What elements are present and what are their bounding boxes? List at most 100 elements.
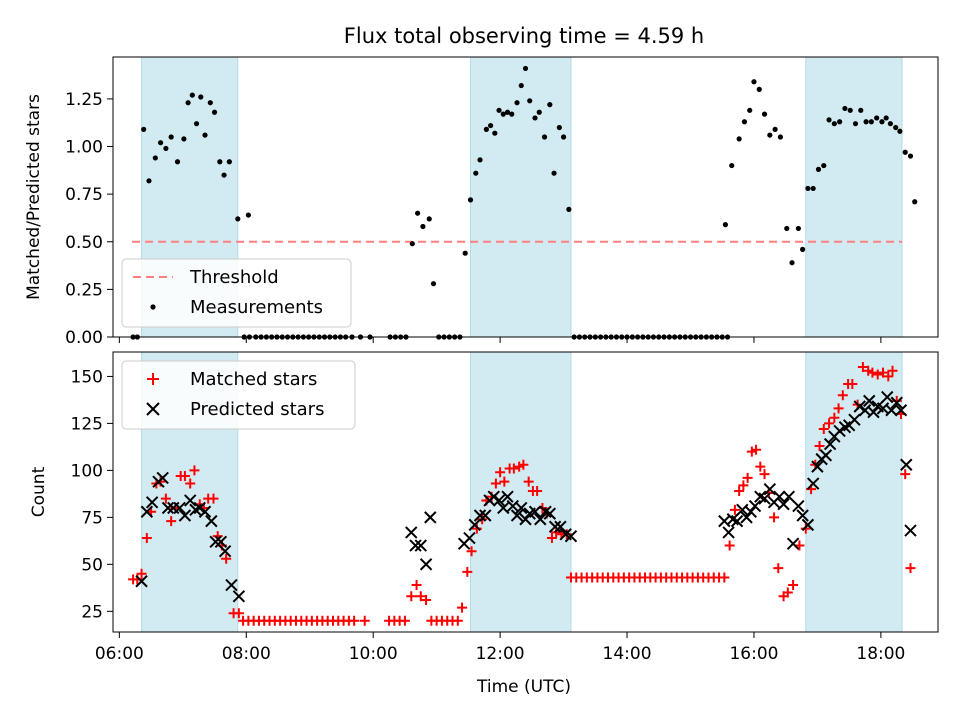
measurement-point xyxy=(810,185,816,192)
predicted-point xyxy=(777,498,790,511)
matched-point xyxy=(179,471,190,482)
measurement-point xyxy=(722,222,729,228)
matched-point xyxy=(499,476,510,487)
matched-point xyxy=(421,595,432,606)
matched-point xyxy=(847,378,858,389)
measurement-point xyxy=(146,178,152,184)
predicted-point xyxy=(801,518,815,532)
predicted-point xyxy=(145,496,159,509)
measurement-point xyxy=(492,130,498,136)
predicted-point xyxy=(796,509,809,522)
predicted-point xyxy=(515,501,528,515)
matched-point xyxy=(719,572,730,583)
measurement-point xyxy=(837,119,843,125)
measurement-point xyxy=(556,124,562,131)
measurement-point xyxy=(141,126,147,132)
predicted-point xyxy=(135,575,148,588)
matched-point xyxy=(872,369,883,380)
measurement-point xyxy=(504,109,511,115)
measurement-point xyxy=(868,119,874,125)
predicted-point xyxy=(763,482,777,496)
measurement-point xyxy=(174,159,181,165)
matched-point xyxy=(833,403,844,414)
predicted-point xyxy=(819,449,833,462)
x-axis-label: Time (UTC) xyxy=(476,677,571,697)
matched-point xyxy=(208,493,219,504)
measurement-point xyxy=(189,92,195,98)
predicted-point xyxy=(786,537,800,550)
predicted-point xyxy=(782,490,796,503)
predicted-point xyxy=(534,513,547,526)
measurement-point xyxy=(409,241,415,247)
matched-stars-series xyxy=(128,362,916,626)
measurement-point xyxy=(473,170,479,176)
matched-point xyxy=(788,580,799,591)
matched-point xyxy=(829,412,840,423)
predicted-point xyxy=(214,535,228,549)
predicted-point xyxy=(885,404,898,417)
matched-point xyxy=(837,390,848,401)
predicted-point xyxy=(773,490,786,503)
measurement-point xyxy=(551,170,557,176)
matched-point xyxy=(773,563,784,574)
top-panel: 0.00 0.25 0.50 0.75 1.00 1.25 Matched/Predict… xyxy=(24,56,939,348)
predicted-point xyxy=(225,578,238,592)
x-tick-label: 14:00 xyxy=(603,644,652,664)
matched-point xyxy=(883,371,894,382)
x-tick-label: 06:00 xyxy=(95,644,144,664)
measurement-point xyxy=(198,94,204,100)
shaded-interval-3 xyxy=(805,56,903,338)
predicted-point xyxy=(184,494,197,507)
matched-point xyxy=(233,608,244,619)
measurement-point xyxy=(483,126,489,132)
measurement-point xyxy=(756,86,762,92)
measurement-point xyxy=(831,121,837,127)
predicted-point xyxy=(904,524,917,537)
matched-point xyxy=(800,523,811,534)
predicted-point xyxy=(492,494,506,507)
matched-point xyxy=(185,478,196,489)
predicted-point xyxy=(468,518,481,532)
predicted-point xyxy=(173,501,186,515)
matched-point xyxy=(742,472,753,483)
predicted-point xyxy=(178,509,192,522)
measurement-point xyxy=(902,149,908,155)
matched-point xyxy=(769,512,780,523)
matched-point xyxy=(359,615,370,626)
predicted-point xyxy=(424,511,437,524)
legend-predicted-label: Predicted stars xyxy=(190,399,324,420)
measurement-point xyxy=(514,100,520,106)
measurement-point xyxy=(777,134,784,140)
measurement-point xyxy=(496,107,502,113)
measurement-point xyxy=(821,162,827,169)
measurement-point xyxy=(193,121,200,127)
matched-point xyxy=(189,465,200,476)
predicted-point xyxy=(463,531,476,545)
measurement-point xyxy=(874,115,880,121)
predicted-point xyxy=(501,490,514,503)
measurement-point xyxy=(207,100,213,106)
top-y-ticks: 0.00 0.25 0.50 0.75 1.00 1.25 xyxy=(65,90,113,348)
matched-point xyxy=(518,459,529,470)
measurement-point xyxy=(747,107,753,113)
y-tick-label: 50 xyxy=(81,555,103,575)
y-tick-label: 75 xyxy=(81,508,103,528)
bottom-legend: Matched stars Predicted stars xyxy=(121,360,356,430)
predicted-point xyxy=(487,490,500,503)
measurement-point xyxy=(518,82,524,89)
measurement-point xyxy=(522,65,529,72)
measurement-point xyxy=(893,124,899,131)
predicted-point xyxy=(479,509,492,522)
matched-point xyxy=(457,602,468,613)
matched-point xyxy=(782,587,793,598)
measurement-point xyxy=(157,140,164,146)
measurement-point xyxy=(887,121,894,127)
predicted-point xyxy=(811,460,824,473)
matched-point xyxy=(411,580,422,591)
top-x-ticks xyxy=(118,337,882,343)
predicted-point xyxy=(218,544,232,558)
predicted-point xyxy=(161,501,175,515)
matched-point xyxy=(814,440,825,451)
predicted-point xyxy=(894,404,908,417)
